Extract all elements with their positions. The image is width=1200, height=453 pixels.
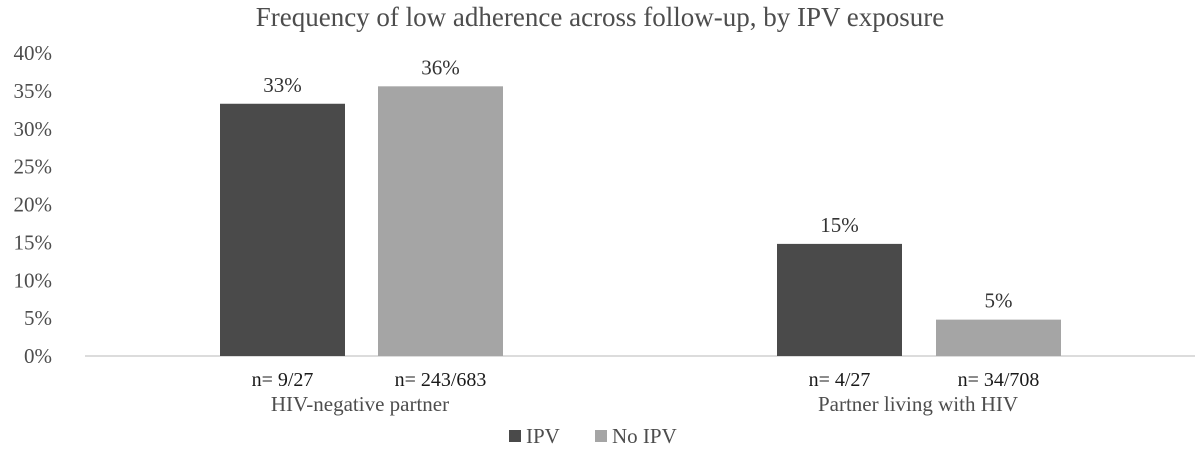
n-label: n= 9/27 [252,369,314,391]
category-label: HIV-negative partner [271,392,449,416]
data-label: 36% [421,55,460,79]
y-tick-label: 10% [14,268,53,292]
bar [936,319,1061,356]
bar [777,243,902,356]
data-label: 5% [985,289,1013,313]
category-label: Partner living with HIV [818,392,1018,416]
data-label: 33% [263,73,302,97]
y-tick-label: 20% [14,193,53,217]
n-label: n= 243/683 [395,369,487,391]
y-tick-label: 25% [14,155,53,179]
y-tick-label: 35% [14,79,53,103]
chart-title: Frequency of low adherence across follow… [255,2,945,32]
y-tick-label: 15% [14,230,53,254]
legend-swatch [509,430,521,442]
y-tick-label: 5% [24,306,52,330]
y-tick-label: 0% [24,344,52,368]
y-tick-label: 40% [14,41,53,65]
legend-label: No IPV [612,424,677,448]
y-tick-label: 30% [14,117,53,141]
data-label: 15% [820,213,859,237]
legend-label: IPV [526,424,560,448]
bar [220,103,345,356]
n-label: n= 4/27 [809,369,871,391]
n-label: n= 34/708 [958,369,1040,391]
legend-swatch [595,430,607,442]
bar [378,86,503,356]
